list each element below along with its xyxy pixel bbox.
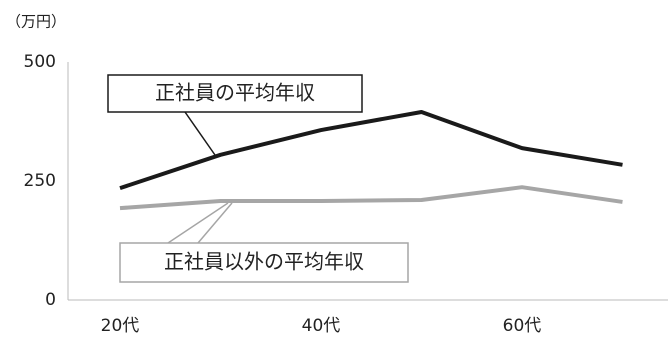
callouts [107, 74, 409, 283]
y-axis-label: （万円） [6, 13, 66, 31]
x-tick-label: 60代 [503, 316, 542, 336]
x-tick-label: 40代 [302, 316, 341, 336]
series-line [119, 185, 623, 211]
series-label: 正社員以外の平均年収 [164, 250, 364, 274]
y-tick-label: 250 [24, 171, 56, 191]
x-tick-label: 20代 [101, 316, 140, 336]
y-tick-label: 0 [45, 290, 56, 310]
y-tick-label: 500 [24, 52, 56, 72]
series-line [119, 109, 623, 191]
series-label: 正社員の平均年収 [155, 81, 315, 105]
